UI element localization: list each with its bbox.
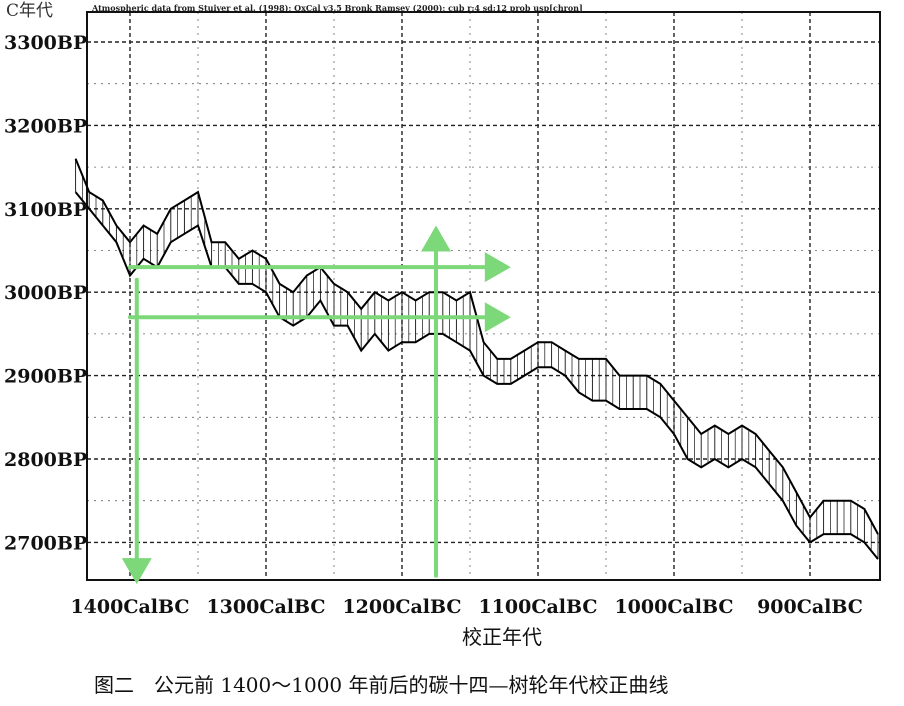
x-tick-label: 900CalBC xyxy=(757,596,863,618)
green-arrow xyxy=(128,252,511,283)
x-tick-label: 1400CalBC xyxy=(70,596,189,618)
y-tick-label: 2800BP xyxy=(4,449,87,471)
x-tick-label: 1100CalBC xyxy=(478,596,597,618)
y-tick-label: 3100BP xyxy=(4,199,87,221)
x-axis-ticks: 1400CalBC 1300CalBC 1200CalBC 1100CalBC 1000… xyxy=(70,596,862,618)
green-arrow-annotations xyxy=(121,225,511,585)
plot-frame xyxy=(86,11,881,581)
y-tick-label: 3000BP xyxy=(4,282,87,304)
y-tick-label: 3200BP xyxy=(4,115,87,137)
green-arrow xyxy=(421,225,451,578)
grid-lines xyxy=(87,12,880,580)
y-tick-label: 2700BP xyxy=(4,532,87,554)
y-tick-label: 3300BP xyxy=(4,32,87,54)
y-tick-label: 2900BP xyxy=(4,366,87,388)
green-arrow xyxy=(121,277,152,585)
x-tick-label: 1000CalBC xyxy=(614,596,733,618)
lower-curve xyxy=(74,191,879,560)
figure-caption: 图二 公元前 1400～1000 年前后的碳十四—树轮年代校正曲线 xyxy=(94,673,669,697)
credit-line: Atmospheric data from Stuiver et al. (19… xyxy=(91,3,583,13)
arrow-head xyxy=(121,558,152,585)
x-tick-label: 1200CalBC xyxy=(342,596,461,618)
arrow-head xyxy=(484,302,511,333)
arrow-head xyxy=(421,225,451,252)
calibration-band xyxy=(74,158,879,560)
y-axis-ticks: 3300BP 3200BP 3100BP 3000BP 2900BP 2800BP 2700… xyxy=(4,32,87,554)
green-arrow xyxy=(128,302,511,333)
x-axis-label: 校正年代 xyxy=(462,625,542,649)
arrow-head xyxy=(484,252,511,283)
x-tick-label: 1300CalBC xyxy=(206,596,325,618)
corner-label: C年代 xyxy=(6,1,53,21)
